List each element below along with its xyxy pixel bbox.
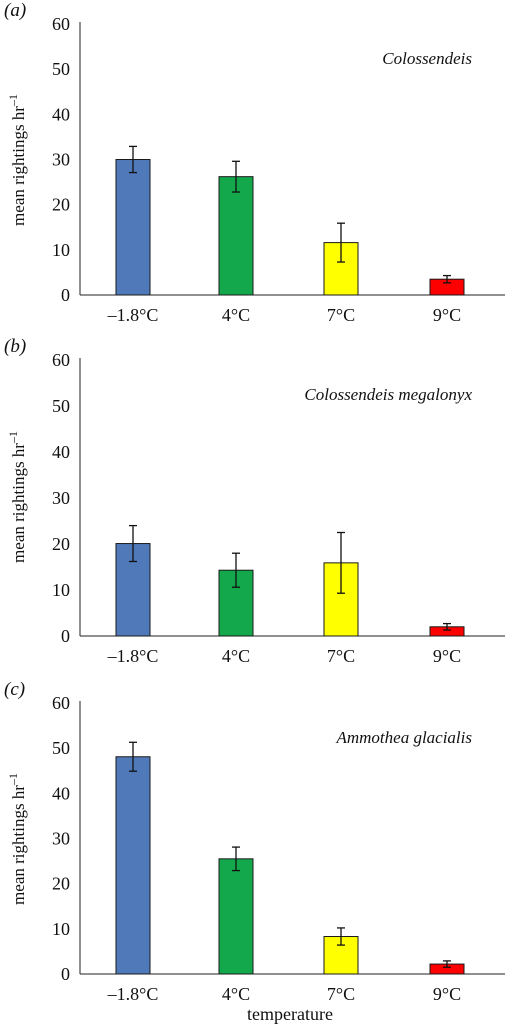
species-title: Ammothea glacialis [335,728,472,747]
x-tick-label: –1.8°C [107,984,159,1004]
y-axis-label-text: mean rightings hr [9,443,28,563]
y-tick-label: 60 [52,14,70,34]
y-axis-label-superscript: –1 [6,431,20,444]
y-tick-label: 20 [52,874,70,894]
y-tick-label: 10 [52,919,70,939]
y-tick-label: 30 [52,488,70,508]
y-axis-label-superscript: –1 [6,94,20,107]
x-tick-label: –1.8°C [107,646,159,666]
species-title: Colossendeis megalonyx [304,385,472,404]
y-tick-label: 0 [61,626,70,646]
y-axis-label-superscript: –1 [6,773,20,786]
y-tick-label: 20 [52,534,70,554]
y-tick-label: 50 [52,396,70,416]
y-tick-label: 20 [52,195,70,215]
y-axis-label-text: mean rightings hr [9,106,28,226]
x-tick-label: 4°C [222,646,250,666]
y-tick-label: 40 [52,783,70,803]
panel-label: (b) [4,336,26,357]
y-axis-label: mean rightings hr–1 [6,431,28,563]
chart-panel-c: 0 10 20 30 40 50 60 –1.8°C 4°C 7°C 9°C (c) Ammothea … [4,679,505,1024]
bar [115,756,151,975]
x-tick-label: 9°C [433,646,461,666]
x-tick-label: 7°C [327,984,355,1004]
species-title: Colossendeis [382,49,472,68]
y-tick-label: 60 [52,350,70,370]
y-tick-label: 50 [52,738,70,758]
y-tick-label: 40 [52,442,70,462]
y-tick-label: 0 [61,285,70,305]
y-tick-label: 0 [61,964,70,984]
bar [218,176,254,296]
bar [218,858,254,975]
y-axis-label-text: mean rightings hr [9,785,28,905]
bar [115,159,151,296]
panel-label: (c) [4,679,25,700]
y-tick-label: 10 [52,580,70,600]
x-tick-label: 9°C [433,305,461,325]
y-tick-label: 50 [52,59,70,79]
x-tick-label: 9°C [433,984,461,1004]
x-tick-label: 4°C [222,984,250,1004]
y-axis-label: mean rightings hr–1 [6,94,28,226]
x-axis-label: temperature [247,1004,333,1024]
chart-panel-a: 0 10 20 30 40 50 60 –1.8°C 4°C 7°C 9°C (a) Colossend… [4,0,505,325]
y-tick-label: 10 [52,240,70,260]
y-tick-label: 30 [52,829,70,849]
x-tick-label: 7°C [327,646,355,666]
y-axis-label: mean rightings hr–1 [6,773,28,905]
x-tick-label: –1.8°C [107,305,159,325]
panel-label: (a) [4,0,26,21]
x-tick-label: 7°C [327,305,355,325]
x-tick-label: 4°C [222,305,250,325]
y-tick-label: 30 [52,150,70,170]
y-tick-label: 40 [52,104,70,124]
y-tick-label: 60 [52,693,70,713]
chart-panel-b: 0 10 20 30 40 50 60 –1.8°C 4°C 7°C 9°C (b) Colossend… [4,336,505,666]
